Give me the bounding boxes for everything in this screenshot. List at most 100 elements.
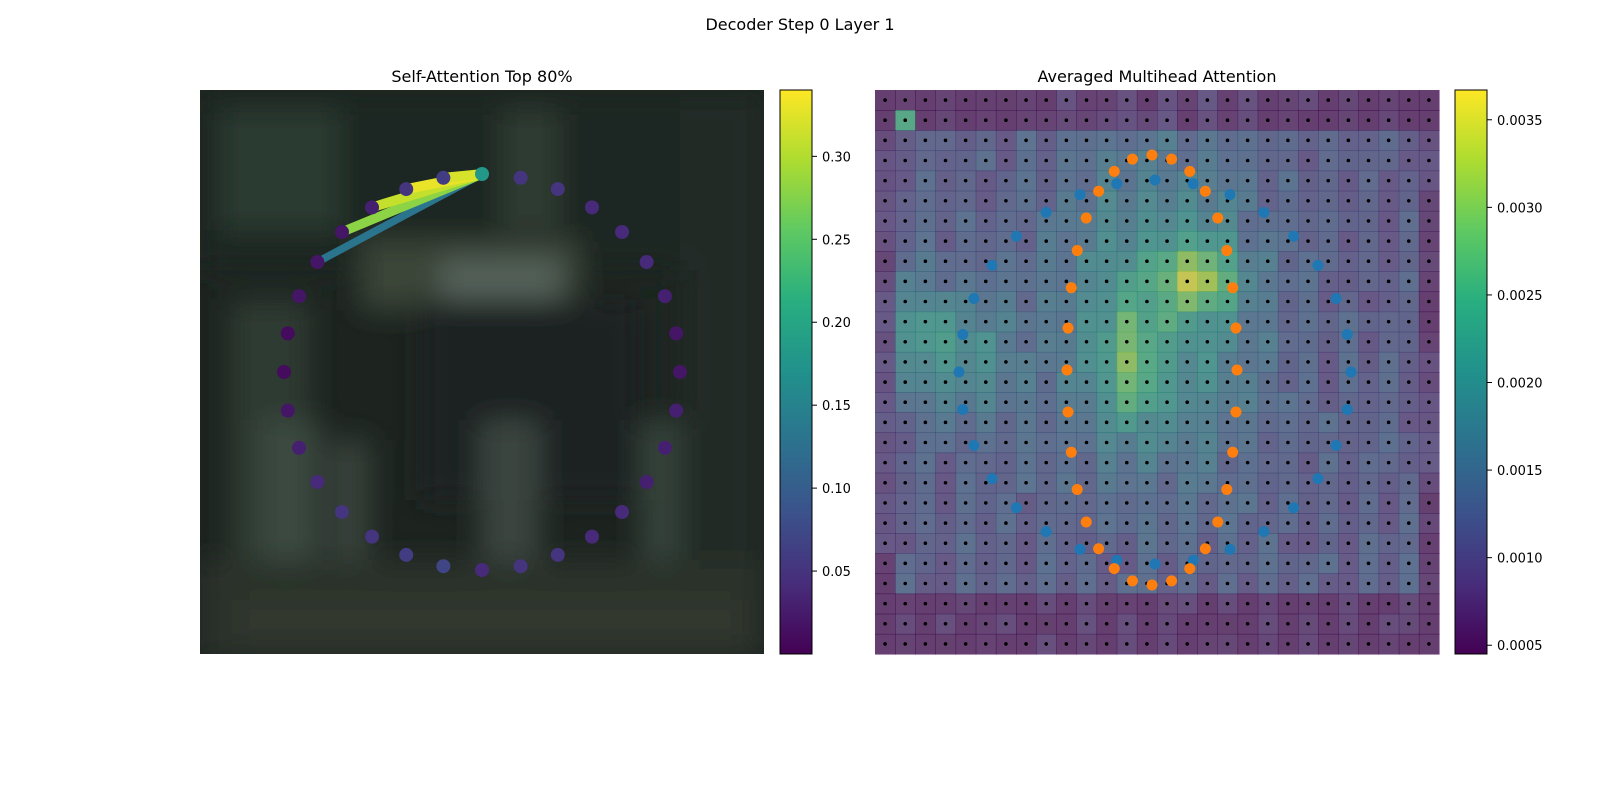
reference-dot bbox=[943, 380, 948, 384]
reference-dot bbox=[1286, 420, 1290, 425]
reference-dot bbox=[1265, 621, 1270, 626]
reference-dot bbox=[1346, 138, 1351, 143]
reference-dot bbox=[1427, 621, 1431, 626]
reference-dot bbox=[1286, 400, 1290, 405]
reference-dot bbox=[1064, 299, 1069, 304]
reference-dot bbox=[1346, 460, 1351, 465]
reference-dot bbox=[943, 521, 948, 525]
reference-dot bbox=[1044, 621, 1049, 626]
reference-dot bbox=[1185, 380, 1190, 384]
reference-dot bbox=[1044, 239, 1049, 243]
reference-dot bbox=[983, 501, 988, 505]
query-point bbox=[277, 365, 291, 379]
reference-dot bbox=[1406, 178, 1411, 183]
reference-dot bbox=[1225, 178, 1230, 183]
orange-point bbox=[1166, 153, 1178, 165]
blue-point bbox=[1187, 554, 1199, 566]
reference-dot bbox=[903, 98, 908, 102]
reference-dot bbox=[1346, 239, 1351, 243]
colorbar-tick-label: 0.15 bbox=[822, 399, 851, 414]
reference-dot bbox=[1225, 259, 1230, 264]
reference-dot bbox=[1386, 380, 1391, 384]
reference-dot bbox=[1346, 158, 1351, 163]
reference-dot bbox=[1306, 259, 1310, 264]
reference-dot bbox=[1004, 460, 1008, 465]
reference-dot bbox=[1366, 642, 1371, 646]
reference-dot bbox=[923, 239, 928, 243]
reference-dot bbox=[1346, 541, 1351, 546]
reference-dot bbox=[963, 158, 968, 163]
reference-dot bbox=[1104, 219, 1109, 223]
reference-dot bbox=[1024, 158, 1028, 163]
reference-dot bbox=[1185, 420, 1190, 425]
reference-dot bbox=[1084, 158, 1089, 163]
reference-dot bbox=[983, 138, 988, 143]
query-point bbox=[513, 170, 528, 185]
reference-dot bbox=[883, 138, 887, 143]
reference-dot bbox=[1427, 299, 1431, 304]
reference-dot bbox=[923, 118, 928, 123]
reference-dot bbox=[1225, 501, 1230, 505]
blue-point bbox=[1074, 543, 1086, 555]
reference-dot bbox=[1265, 158, 1270, 163]
reference-dot bbox=[1306, 581, 1310, 586]
reference-dot bbox=[1024, 118, 1028, 123]
reference-dot bbox=[1104, 138, 1109, 143]
reference-dot bbox=[1024, 178, 1028, 183]
reference-dot bbox=[1104, 541, 1109, 546]
reference-dot bbox=[1205, 621, 1210, 626]
reference-dot bbox=[1004, 198, 1008, 203]
reference-dot bbox=[1185, 339, 1190, 344]
reference-dot bbox=[963, 198, 968, 203]
reference-dot bbox=[943, 239, 948, 243]
reference-dot bbox=[963, 400, 968, 405]
reference-dot bbox=[1124, 198, 1129, 203]
reference-dot bbox=[1386, 541, 1391, 546]
reference-dot bbox=[1064, 219, 1069, 223]
reference-dot bbox=[1245, 198, 1250, 203]
reference-dot bbox=[1286, 561, 1290, 566]
reference-dot bbox=[1084, 541, 1089, 546]
reference-dot bbox=[1044, 319, 1049, 324]
reference-dot bbox=[1366, 178, 1371, 183]
reference-dot bbox=[1265, 521, 1270, 525]
reference-dot bbox=[1044, 259, 1049, 264]
reference-dot bbox=[1245, 319, 1250, 324]
reference-dot bbox=[1366, 581, 1371, 586]
reference-dot bbox=[1406, 198, 1411, 203]
reference-dot bbox=[1084, 460, 1089, 465]
reference-dot bbox=[1185, 642, 1190, 646]
reference-dot bbox=[1406, 259, 1411, 264]
reference-dot bbox=[1225, 339, 1230, 344]
reference-dot bbox=[923, 158, 928, 163]
reference-dot bbox=[1366, 480, 1371, 485]
reference-dot bbox=[1104, 521, 1109, 525]
reference-dot bbox=[983, 319, 988, 324]
background-photo bbox=[200, 90, 764, 654]
reference-dot bbox=[1225, 380, 1230, 384]
reference-dot bbox=[1145, 118, 1149, 123]
reference-dot bbox=[1306, 138, 1310, 143]
reference-dot bbox=[1084, 601, 1089, 606]
reference-dot bbox=[1145, 440, 1149, 445]
reference-dot bbox=[1124, 561, 1129, 566]
reference-dot bbox=[1245, 501, 1250, 505]
reference-dot bbox=[963, 501, 968, 505]
reference-dot bbox=[1406, 440, 1411, 445]
colorbar-gradient bbox=[779, 89, 813, 655]
reference-dot bbox=[1286, 642, 1290, 646]
reference-dot bbox=[1024, 259, 1028, 264]
reference-dot bbox=[1205, 98, 1210, 102]
query-point bbox=[639, 254, 654, 269]
reference-dot bbox=[1004, 339, 1008, 344]
reference-dot bbox=[1386, 339, 1391, 344]
reference-dot bbox=[1306, 299, 1310, 304]
reference-dot bbox=[983, 440, 988, 445]
reference-dot bbox=[923, 360, 928, 364]
query-point bbox=[615, 224, 630, 239]
reference-dot bbox=[983, 480, 988, 485]
reference-dot bbox=[1044, 420, 1049, 425]
reference-dot bbox=[943, 279, 948, 284]
blue-series-points bbox=[953, 174, 1357, 570]
reference-dot bbox=[1024, 501, 1028, 505]
